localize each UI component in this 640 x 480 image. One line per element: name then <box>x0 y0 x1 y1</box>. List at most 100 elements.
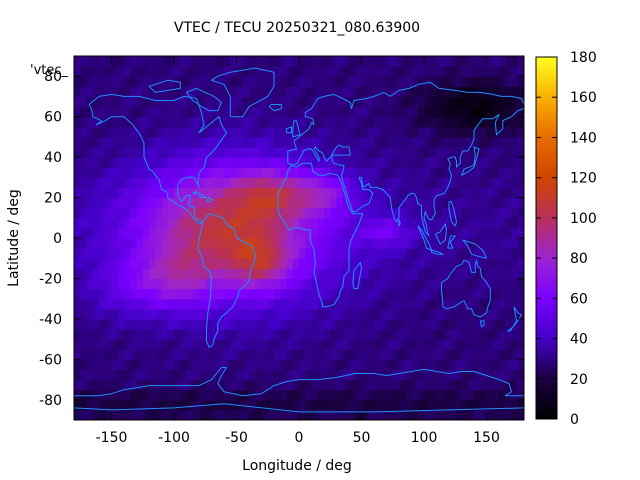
heatmap-cell <box>242 369 250 381</box>
heatmap-cell <box>161 136 169 148</box>
heatmap-cell <box>436 227 444 239</box>
heatmap-cell <box>424 217 431 229</box>
heatmap-cell <box>499 298 506 310</box>
heatmap-cell <box>505 278 513 290</box>
heatmap-cell <box>217 399 225 411</box>
heatmap-cell <box>117 359 125 371</box>
heatmap-cell <box>311 157 319 168</box>
heatmap-cell <box>99 339 106 350</box>
heatmap-cell <box>180 167 188 178</box>
heatmap-cell <box>149 258 156 269</box>
heatmap-cell <box>511 248 519 259</box>
heatmap-cell <box>149 298 156 310</box>
heatmap-cell <box>442 349 450 360</box>
heatmap-cell <box>136 369 144 381</box>
heatmap-cell <box>224 288 231 300</box>
heatmap-cell <box>261 147 269 158</box>
heatmap-cell <box>230 278 238 290</box>
heatmap-cell <box>480 207 488 219</box>
heatmap-cell <box>411 167 419 178</box>
heatmap-cell <box>411 399 419 411</box>
heatmap-cell <box>80 288 88 300</box>
heatmap-cell <box>261 389 269 401</box>
heatmap-cell <box>217 106 225 118</box>
heatmap-cell <box>142 147 150 158</box>
heatmap-cell <box>392 136 400 148</box>
heatmap-cell <box>136 339 144 350</box>
heatmap-cell <box>342 308 350 320</box>
heatmap-cell <box>255 197 263 209</box>
heatmap-cell <box>330 136 338 148</box>
heatmap-cell <box>317 76 325 87</box>
heatmap-cell <box>480 258 488 269</box>
heatmap-cell <box>311 379 319 391</box>
heatmap-cell <box>424 86 431 98</box>
heatmap-cell <box>336 157 344 168</box>
heatmap-cell <box>424 207 431 219</box>
heatmap-cell <box>455 76 463 87</box>
heatmap-cell <box>261 136 269 148</box>
heatmap-cell <box>367 116 375 128</box>
heatmap-cell <box>336 207 344 219</box>
heatmap-cell <box>86 116 94 128</box>
heatmap-cell <box>317 409 325 420</box>
heatmap-cell <box>361 369 369 381</box>
heatmap-cell <box>242 278 250 290</box>
heatmap-cell <box>199 116 206 128</box>
heatmap-cell <box>86 96 94 108</box>
heatmap-cell <box>205 248 213 259</box>
heatmap-cell <box>186 349 194 360</box>
heatmap-cell <box>180 329 188 340</box>
heatmap-cell <box>105 268 113 280</box>
heatmap-cell <box>374 399 381 411</box>
heatmap-cell <box>242 258 250 269</box>
heatmap-cell <box>205 379 213 391</box>
heatmap-cell <box>492 227 500 239</box>
heatmap-cell <box>242 288 250 300</box>
heatmap-cell <box>224 76 231 87</box>
heatmap-cell <box>111 318 119 330</box>
heatmap-cell <box>230 389 238 401</box>
heatmap-cell <box>149 349 156 360</box>
heatmap-cell <box>511 157 519 168</box>
heatmap-cell <box>155 258 163 269</box>
heatmap-cell <box>411 379 419 391</box>
heatmap-cell <box>467 207 475 219</box>
heatmap-cell <box>342 167 350 178</box>
heatmap-cell <box>486 258 494 269</box>
heatmap-cell <box>386 207 394 219</box>
heatmap-cell <box>486 298 494 310</box>
heatmap-cell <box>161 86 169 98</box>
heatmap-cell <box>405 339 413 350</box>
heatmap-cell <box>167 238 175 249</box>
heatmap-cell <box>192 268 200 280</box>
heatmap-cell <box>224 207 231 219</box>
heatmap-cell <box>174 126 181 138</box>
heatmap-cell <box>267 76 275 87</box>
heatmap-cell <box>99 399 106 411</box>
heatmap-cell <box>455 187 463 199</box>
heatmap-cell <box>374 379 381 391</box>
heatmap-cell <box>349 217 356 229</box>
coastline <box>74 403 524 413</box>
heatmap-cell <box>249 106 256 118</box>
heatmap-cell <box>305 106 313 118</box>
heatmap-cell <box>117 318 125 330</box>
heatmap-cell <box>186 76 194 87</box>
heatmap-cell <box>305 177 313 189</box>
heatmap-cell <box>349 369 356 381</box>
heatmap-cell <box>180 177 188 189</box>
heatmap-cell <box>267 379 275 391</box>
heatmap-cell <box>92 308 100 320</box>
heatmap-cell <box>255 116 263 128</box>
heatmap-cell <box>517 288 524 300</box>
heatmap-cell <box>186 318 194 330</box>
heatmap-cell <box>342 379 350 391</box>
heatmap-cell <box>274 157 281 168</box>
heatmap-cell <box>336 136 344 148</box>
heatmap-cell <box>405 238 413 249</box>
heatmap-cell <box>142 389 150 401</box>
heatmap-cell <box>480 349 488 360</box>
heatmap-cell <box>111 56 119 67</box>
heatmap-cell <box>211 318 219 330</box>
